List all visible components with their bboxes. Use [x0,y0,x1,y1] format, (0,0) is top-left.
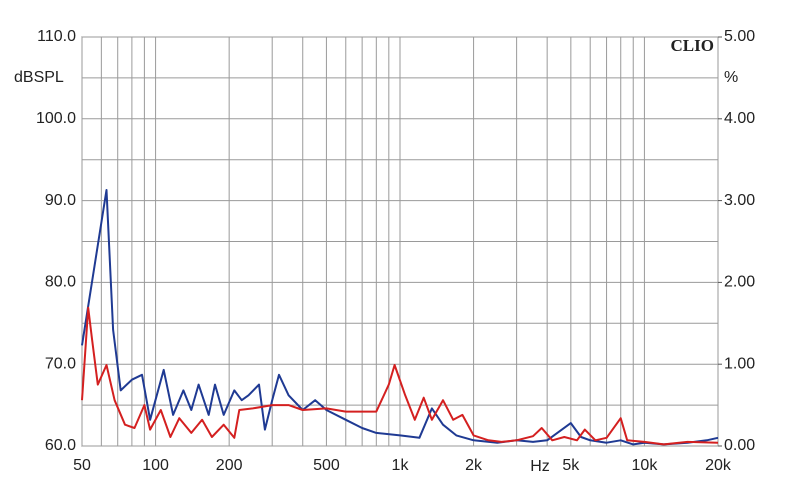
x-tick-label: 10k [632,457,659,474]
y2-tick-label: 2.00 [724,274,755,291]
x-tick-label: 1k [392,457,410,474]
x-tick-label: 50 [73,457,91,474]
y2-tick-label: 3.00 [724,192,755,209]
y-tick-label: 60.0 [45,437,76,454]
brand: CLIO [671,36,714,55]
y-tick-label: 70.0 [45,355,76,372]
x-tick-label: 5k [562,457,580,474]
x-tick-label: 100 [142,457,169,474]
series-line [81,306,719,446]
x-tick-label: 20k [705,457,732,474]
y2-axis-label: % [724,69,738,86]
y-tick-label: 100.0 [36,110,76,127]
x-tick-label: 500 [313,457,340,474]
y-tick-label: 80.0 [45,274,76,291]
y2-tick-label: 4.00 [724,110,755,127]
y2-tick-label: 5.00 [724,28,755,45]
x-tick-label: 200 [216,457,243,474]
y-axis-label: dBSPL [14,69,64,86]
y2-tick-label: 0.00 [724,437,755,454]
x-tick-label: 2k [465,457,483,474]
y-tick-label: 110.0 [37,28,76,45]
series-line [81,189,719,446]
x-axis-label: Hz [530,458,550,475]
y2-tick-label: 1.00 [724,355,755,372]
y-tick-label: 90.0 [45,192,76,209]
